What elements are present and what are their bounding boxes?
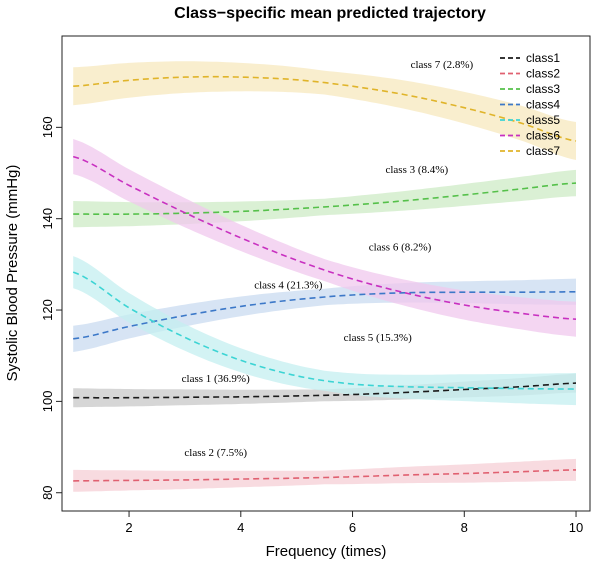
class2-band — [73, 458, 576, 492]
legend-label-class2: class2 — [526, 67, 560, 81]
class3-annotation: class 3 (8.4%) — [385, 164, 448, 176]
x-axis-label: Frequency (times) — [266, 543, 387, 560]
class1-line — [73, 382, 577, 399]
class6-band — [73, 139, 576, 337]
y-tick-label: 100 — [40, 391, 55, 413]
class2-line — [73, 469, 577, 482]
x-axis: 2 4 6 8 10 — [125, 511, 583, 535]
legend-label-class6: class6 — [526, 129, 560, 143]
y-axis: 80 100 120 140 160 — [40, 116, 62, 500]
x-tick-label: 2 — [125, 520, 132, 535]
plot-frame — [61, 35, 591, 512]
y-axis-label: Systolic Blood Pressure (mmHg) — [4, 165, 21, 382]
series-lines — [72, 75, 577, 482]
legend-label-class3: class3 — [526, 82, 560, 96]
y-tick-label: 160 — [40, 116, 55, 138]
class6-annotation: class 6 (8.2%) — [369, 242, 432, 254]
x-tick-label: 8 — [461, 520, 468, 535]
series-annotations: class 1 (36.9%) class 2 (7.5%) class 3 (8.… — [182, 59, 474, 459]
class7-line — [73, 75, 577, 142]
class4-annotation: class 4 (21.3%) — [254, 280, 322, 292]
y-tick-label: 80 — [40, 485, 55, 499]
class1-annotation: class 1 (36.9%) — [182, 373, 250, 385]
legend-label-class7: class7 — [526, 144, 560, 158]
y-tick-label: 140 — [40, 208, 55, 230]
class3-line — [73, 182, 577, 215]
chart-title: Class−specific mean predicted trajectory — [174, 5, 486, 22]
class5-annotation: class 5 (15.3%) — [344, 332, 412, 344]
confidence-bands — [73, 61, 576, 492]
legend-label-class1: class1 — [526, 51, 560, 65]
x-tick-label: 6 — [349, 520, 356, 535]
class7-band — [73, 61, 576, 160]
legend-label-class5: class5 — [526, 113, 560, 127]
class5-line — [72, 271, 577, 390]
class2-annotation: class 2 (7.5%) — [184, 447, 247, 459]
class6-line — [72, 155, 577, 320]
class4-line — [73, 291, 576, 340]
class7-annotation: class 7 (2.8%) — [411, 59, 474, 71]
x-tick-label: 10 — [569, 520, 583, 535]
y-tick-label: 120 — [40, 299, 55, 321]
x-tick-label: 4 — [237, 520, 244, 535]
legend-label-class4: class4 — [526, 98, 560, 112]
class5-band — [73, 256, 576, 406]
